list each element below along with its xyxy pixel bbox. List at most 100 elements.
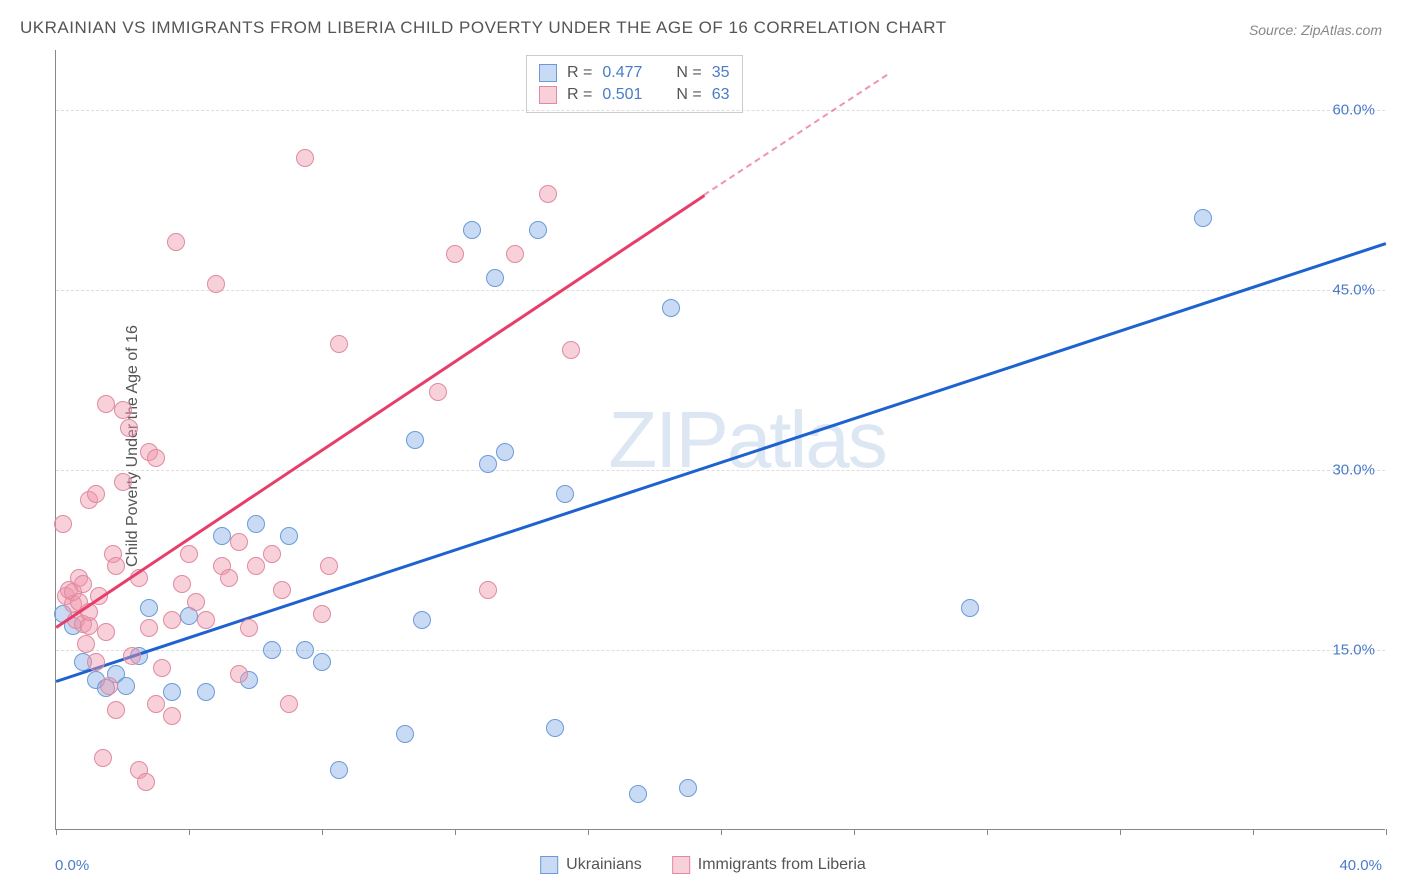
- data-point: [100, 677, 118, 695]
- data-point: [147, 449, 165, 467]
- watermark: ZIPatlas: [608, 394, 885, 486]
- data-point: [187, 593, 205, 611]
- data-point: [230, 533, 248, 551]
- x-tick: [56, 829, 57, 835]
- data-point: [54, 515, 72, 533]
- series-legend: Ukrainians Immigrants from Liberia: [540, 856, 866, 874]
- data-point: [173, 575, 191, 593]
- data-point: [961, 599, 979, 617]
- data-point: [506, 245, 524, 263]
- data-point: [263, 641, 281, 659]
- legend-item: Immigrants from Liberia: [672, 856, 866, 874]
- data-point: [429, 383, 447, 401]
- legend-row: R =0.477N =35: [539, 62, 730, 84]
- source-attribution: Source: ZipAtlas.com: [1249, 22, 1382, 38]
- data-point: [123, 647, 141, 665]
- x-tick: [189, 829, 190, 835]
- data-point: [94, 749, 112, 767]
- data-point: [562, 341, 580, 359]
- data-point: [1194, 209, 1212, 227]
- data-point: [77, 635, 95, 653]
- legend-label: Ukrainians: [566, 856, 642, 874]
- data-point: [486, 269, 504, 287]
- data-point: [140, 599, 158, 617]
- trend-line: [55, 194, 705, 628]
- data-point: [280, 527, 298, 545]
- data-point: [197, 683, 215, 701]
- y-tick-label: 15.0%: [1332, 642, 1375, 659]
- data-point: [114, 401, 132, 419]
- data-point: [280, 695, 298, 713]
- data-point: [320, 557, 338, 575]
- data-point: [97, 395, 115, 413]
- data-point: [479, 581, 497, 599]
- data-point: [163, 611, 181, 629]
- x-axis-min-label: 0.0%: [55, 857, 89, 874]
- x-tick: [588, 829, 589, 835]
- data-point: [137, 773, 155, 791]
- data-point: [463, 221, 481, 239]
- data-point: [74, 575, 92, 593]
- data-point: [207, 275, 225, 293]
- r-value: 0.477: [602, 64, 642, 82]
- data-point: [556, 485, 574, 503]
- data-point: [406, 431, 424, 449]
- data-point: [147, 695, 165, 713]
- n-value: 35: [712, 64, 730, 82]
- grid-line: [56, 110, 1385, 111]
- legend-item: Ukrainians: [540, 856, 642, 874]
- data-point: [163, 707, 181, 725]
- data-point: [240, 619, 258, 637]
- data-point: [97, 623, 115, 641]
- data-point: [273, 581, 291, 599]
- data-point: [167, 233, 185, 251]
- data-point: [413, 611, 431, 629]
- x-tick: [322, 829, 323, 835]
- chart-title: UKRAINIAN VS IMMIGRANTS FROM LIBERIA CHI…: [20, 18, 947, 38]
- grid-line: [56, 650, 1385, 651]
- data-point: [330, 335, 348, 353]
- data-point: [529, 221, 547, 239]
- data-point: [230, 665, 248, 683]
- data-point: [539, 185, 557, 203]
- data-point: [313, 653, 331, 671]
- data-point: [117, 677, 135, 695]
- data-point: [220, 569, 238, 587]
- legend-swatch: [539, 86, 557, 104]
- data-point: [247, 515, 265, 533]
- r-label: R =: [567, 86, 592, 104]
- y-tick-label: 45.0%: [1332, 282, 1375, 299]
- trend-line: [56, 242, 1387, 682]
- data-point: [263, 545, 281, 563]
- grid-line: [56, 470, 1385, 471]
- data-point: [87, 485, 105, 503]
- x-tick: [1120, 829, 1121, 835]
- r-label: R =: [567, 64, 592, 82]
- data-point: [313, 605, 331, 623]
- scatter-chart: ZIPatlas R =0.477N =35R =0.501N =63 15.0…: [55, 50, 1385, 830]
- x-tick: [854, 829, 855, 835]
- legend-label: Immigrants from Liberia: [698, 856, 866, 874]
- data-point: [296, 641, 314, 659]
- data-point: [107, 557, 125, 575]
- data-point: [629, 785, 647, 803]
- data-point: [114, 473, 132, 491]
- legend-swatch: [540, 856, 558, 874]
- x-axis-max-label: 40.0%: [1339, 857, 1382, 874]
- data-point: [479, 455, 497, 473]
- data-point: [662, 299, 680, 317]
- x-tick: [1386, 829, 1387, 835]
- data-point: [330, 761, 348, 779]
- data-point: [396, 725, 414, 743]
- r-value: 0.501: [602, 86, 642, 104]
- correlation-legend: R =0.477N =35R =0.501N =63: [526, 55, 743, 113]
- n-label: N =: [676, 86, 701, 104]
- data-point: [679, 779, 697, 797]
- x-tick: [987, 829, 988, 835]
- data-point: [446, 245, 464, 263]
- data-point: [213, 527, 231, 545]
- data-point: [107, 701, 125, 719]
- data-point: [496, 443, 514, 461]
- grid-line: [56, 290, 1385, 291]
- n-value: 63: [712, 86, 730, 104]
